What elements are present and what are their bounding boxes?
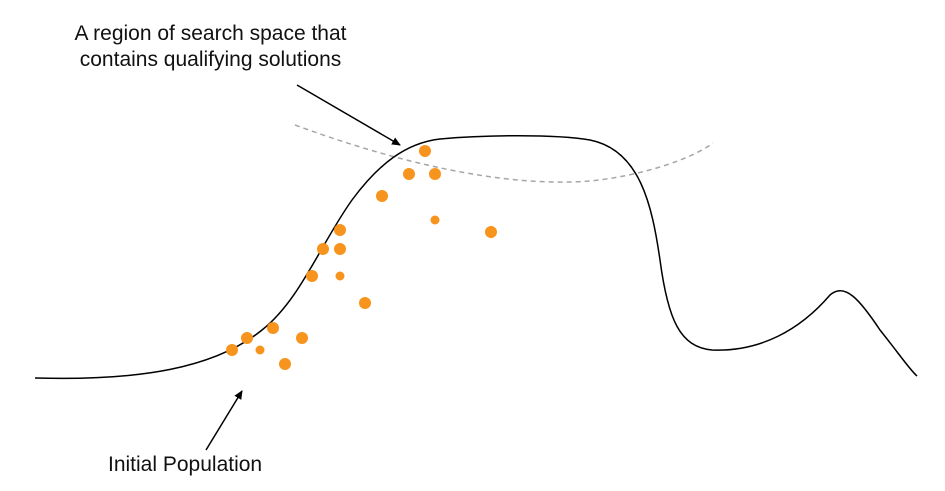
population-pointer-arrow <box>205 390 243 451</box>
region-label-line-2: contains qualifying solutions <box>79 48 342 71</box>
population-dot <box>429 168 441 180</box>
population-dot <box>296 332 308 344</box>
region-pointer-arrow <box>296 84 401 146</box>
initial-population-label: Initial Population <box>108 453 263 476</box>
population-dot <box>359 297 371 309</box>
population-dot <box>317 243 329 255</box>
population-dot <box>403 168 415 180</box>
region-label-line-1: A region of search space that <box>74 22 347 45</box>
population-dot <box>485 226 497 238</box>
population-dot <box>334 224 346 236</box>
population-dot <box>430 215 440 225</box>
region-annotation: A region of search space that contains q… <box>38 21 383 73</box>
qualifying-region-boundary <box>294 124 714 183</box>
population-dot <box>334 243 346 255</box>
population-dot <box>241 332 253 344</box>
population-dot <box>255 345 265 355</box>
population-dot <box>226 344 238 356</box>
population-dot <box>419 145 431 157</box>
population-dots <box>226 145 497 370</box>
population-dot <box>267 322 279 334</box>
population-dot <box>306 270 318 282</box>
population-dot <box>335 271 345 281</box>
population-dot <box>279 358 291 370</box>
population-dot <box>376 190 388 202</box>
fitness-landscape-curve <box>34 135 918 380</box>
